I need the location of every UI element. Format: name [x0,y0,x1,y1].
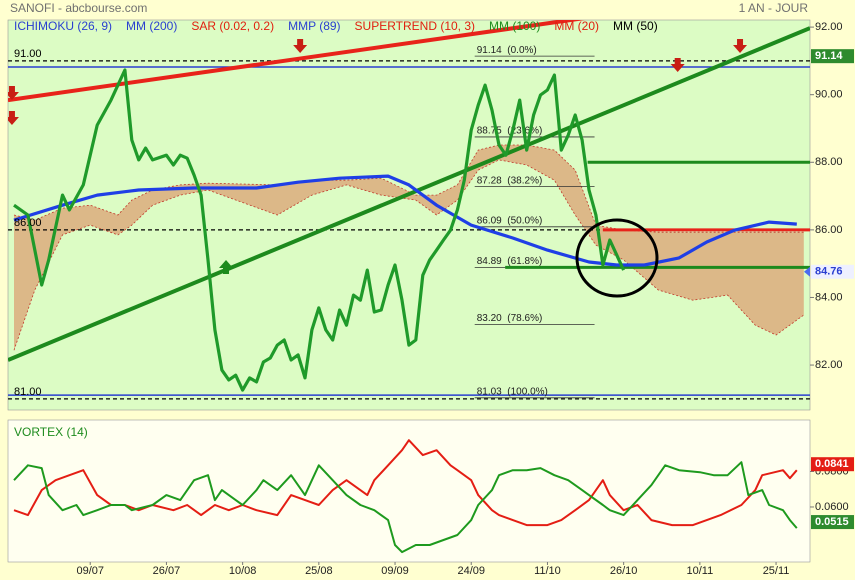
x-tick-label: 09/09 [381,565,409,577]
x-tick-label: 26/07 [153,565,181,577]
signal-arrow [733,39,748,54]
legend-entry: MM (200) [126,19,177,33]
legend-entry: MM (50) [613,19,658,33]
signal-arrow [670,57,685,72]
legend-entry: MMP (89) [288,19,340,33]
y-tick-label: 82.00 [815,359,843,371]
legend-entry: SUPERTREND (10, 3) [355,19,475,33]
vortex-plot [13,439,798,554]
legend-entry: MM (20) [554,19,599,33]
x-tick-label: 10/08 [229,565,257,577]
price-pointer [804,266,810,277]
price-tag [811,515,854,530]
vortex-panel [7,419,811,563]
vortex-title: VORTEX (14) [14,425,88,439]
x-tick-label: 26/10 [610,565,638,577]
highlight-circle [575,218,659,298]
y-tick-label: 92.00 [815,21,843,33]
signal-arrow [8,86,19,101]
chart-subtitle: 1 AN - JOUR [739,1,809,15]
trendline [8,20,586,103]
chart-title: SANOFI - abcbourse.com [10,1,147,15]
y-tick-label: 90.00 [815,89,843,101]
fibonacci-label: 87.28 (38.2%) [477,175,543,186]
fibonacci-label: 81.03 (100.0%) [477,386,548,397]
x-tick-label: 11/10 [534,565,561,577]
price-tag [811,264,854,279]
legend-entry: MM (100) [489,19,540,33]
trendline [8,26,810,362]
y-tick-label: 0.0600 [815,501,849,513]
fibonacci-label: 84.89 (61.8%) [477,256,543,267]
y-tick-label: 88.00 [815,156,843,168]
x-tick-label: 10/11 [686,565,713,577]
guide-label: 86.00 [14,217,42,229]
cloud-edge [13,159,805,351]
legend-entry: SAR (0.02, 0.2) [191,19,274,33]
price-plot: 91.14 (0.0%) 88.75 (23.6%) 87.28 (38.2%) 86… [8,20,810,400]
fibonacci-label: 83.20 (78.6%) [477,313,543,324]
legend-entry: ICHIMOKU (26, 9) [14,19,112,33]
x-tick-label: 24/09 [457,565,485,577]
guide-label: 91.00 [14,48,42,60]
price-tag [811,49,854,64]
price-tag-label: 0.0515 [815,516,849,528]
guide-label: 81.00 [14,386,42,398]
signal-arrow [8,111,19,126]
series-line [13,461,798,554]
cloud-edge [13,144,804,233]
axes: 91.00 86.00 81.00 82.00 84.00 86.00 88.00 90.00… [14,19,854,577]
fibonacci-label: 91.14 (0.0%) [477,45,537,56]
price-tag-label: 91.14 [815,50,843,62]
fibonacci-label: 86.09 (50.0%) [477,215,543,226]
signal-arrow [293,39,308,54]
cloud-fill [14,145,804,351]
y-tick-label: 84.00 [815,291,843,303]
price-tag [811,457,854,472]
y-tick-label: 86.00 [815,224,843,236]
series-line [13,174,797,267]
x-tick-label: 09/07 [76,565,104,577]
fibonacci-label: 88.75 (23.6%) [477,126,543,137]
x-tick-label: 25/11 [763,565,790,577]
series-line [13,68,626,392]
price-tag-label: 0.0841 [815,458,849,470]
signal-arrow [219,260,234,275]
x-tick-label: 25/08 [305,565,333,577]
price-tag-label: 84.76 [815,266,843,278]
